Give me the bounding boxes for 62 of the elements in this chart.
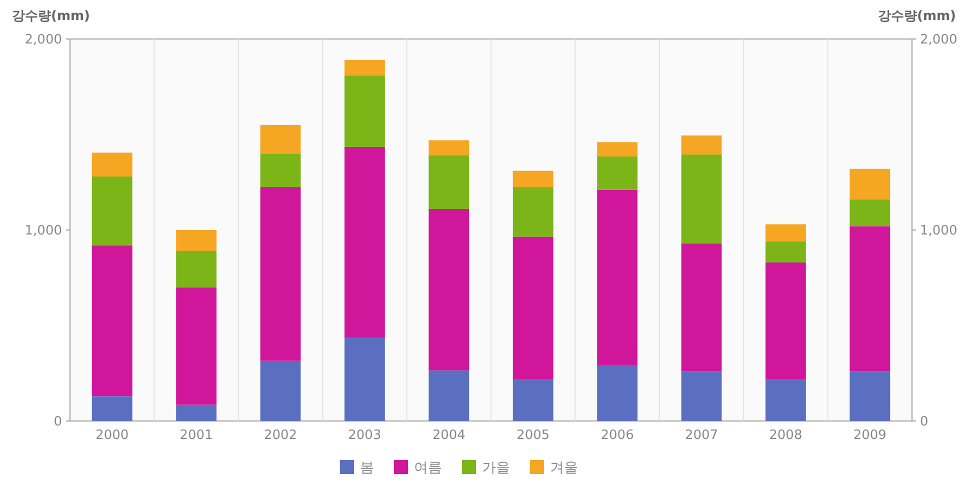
y2-axis-title: 강수량(mm) [878, 9, 956, 24]
bar [260, 124, 301, 154]
y2-tick-label: 0 [920, 414, 928, 430]
bar [92, 152, 132, 177]
bar [597, 156, 638, 190]
y2-tick-label: 1,000 [920, 224, 958, 239]
y-tick-label: 0 [54, 414, 62, 430]
bar [512, 187, 554, 237]
x-tick-label: 2009 [853, 428, 886, 443]
bar [765, 224, 806, 242]
bar [260, 154, 301, 188]
legend-label: 봄 [360, 460, 374, 476]
bar [681, 154, 722, 244]
bar [92, 176, 132, 246]
x-tick-label: 2000 [96, 428, 129, 443]
bar [344, 60, 385, 76]
bar [260, 360, 301, 421]
bar [176, 230, 217, 252]
x-tick-label: 2001 [180, 428, 213, 443]
x-tick-label: 2002 [264, 428, 298, 443]
bar [512, 378, 554, 421]
x-tick-label: 2006 [600, 428, 634, 443]
bar [176, 251, 217, 288]
x-tick-label: 2008 [769, 428, 802, 443]
bar [344, 75, 385, 147]
y-axis-title: 강수량(mm) [12, 9, 90, 24]
bar [597, 190, 638, 366]
y-tick-label: 1,000 [24, 224, 62, 239]
bar [428, 208, 470, 370]
x-tick-label: 2005 [516, 428, 550, 443]
bar [681, 135, 722, 155]
x-tick-label: 2004 [432, 428, 466, 443]
bar [850, 226, 890, 372]
bar [176, 404, 217, 421]
bar [850, 168, 890, 200]
bar [765, 241, 806, 262]
bar [512, 236, 554, 379]
bar [176, 287, 217, 405]
bar [597, 142, 638, 156]
x-tick-label: 2003 [348, 428, 382, 443]
x-tick-label: 2007 [684, 428, 718, 443]
bar [260, 187, 301, 361]
bar [512, 170, 554, 188]
bar [428, 156, 470, 209]
legend-label: 가을 [482, 460, 510, 476]
bar [681, 371, 722, 421]
bar [765, 378, 806, 421]
bar [597, 366, 638, 421]
bar [344, 338, 385, 421]
bar [344, 146, 385, 338]
bar [92, 245, 132, 396]
bar [850, 199, 890, 226]
legend-label: 여름 [414, 460, 442, 476]
bar [428, 370, 470, 421]
bar [850, 371, 890, 421]
y-tick-label: 2,000 [24, 32, 62, 48]
legend-label: 겨울 [550, 460, 578, 476]
bar [92, 396, 132, 421]
y2-tick-label: 2,000 [920, 32, 958, 48]
bar [681, 243, 722, 372]
bar [428, 140, 470, 156]
bar [765, 262, 806, 379]
